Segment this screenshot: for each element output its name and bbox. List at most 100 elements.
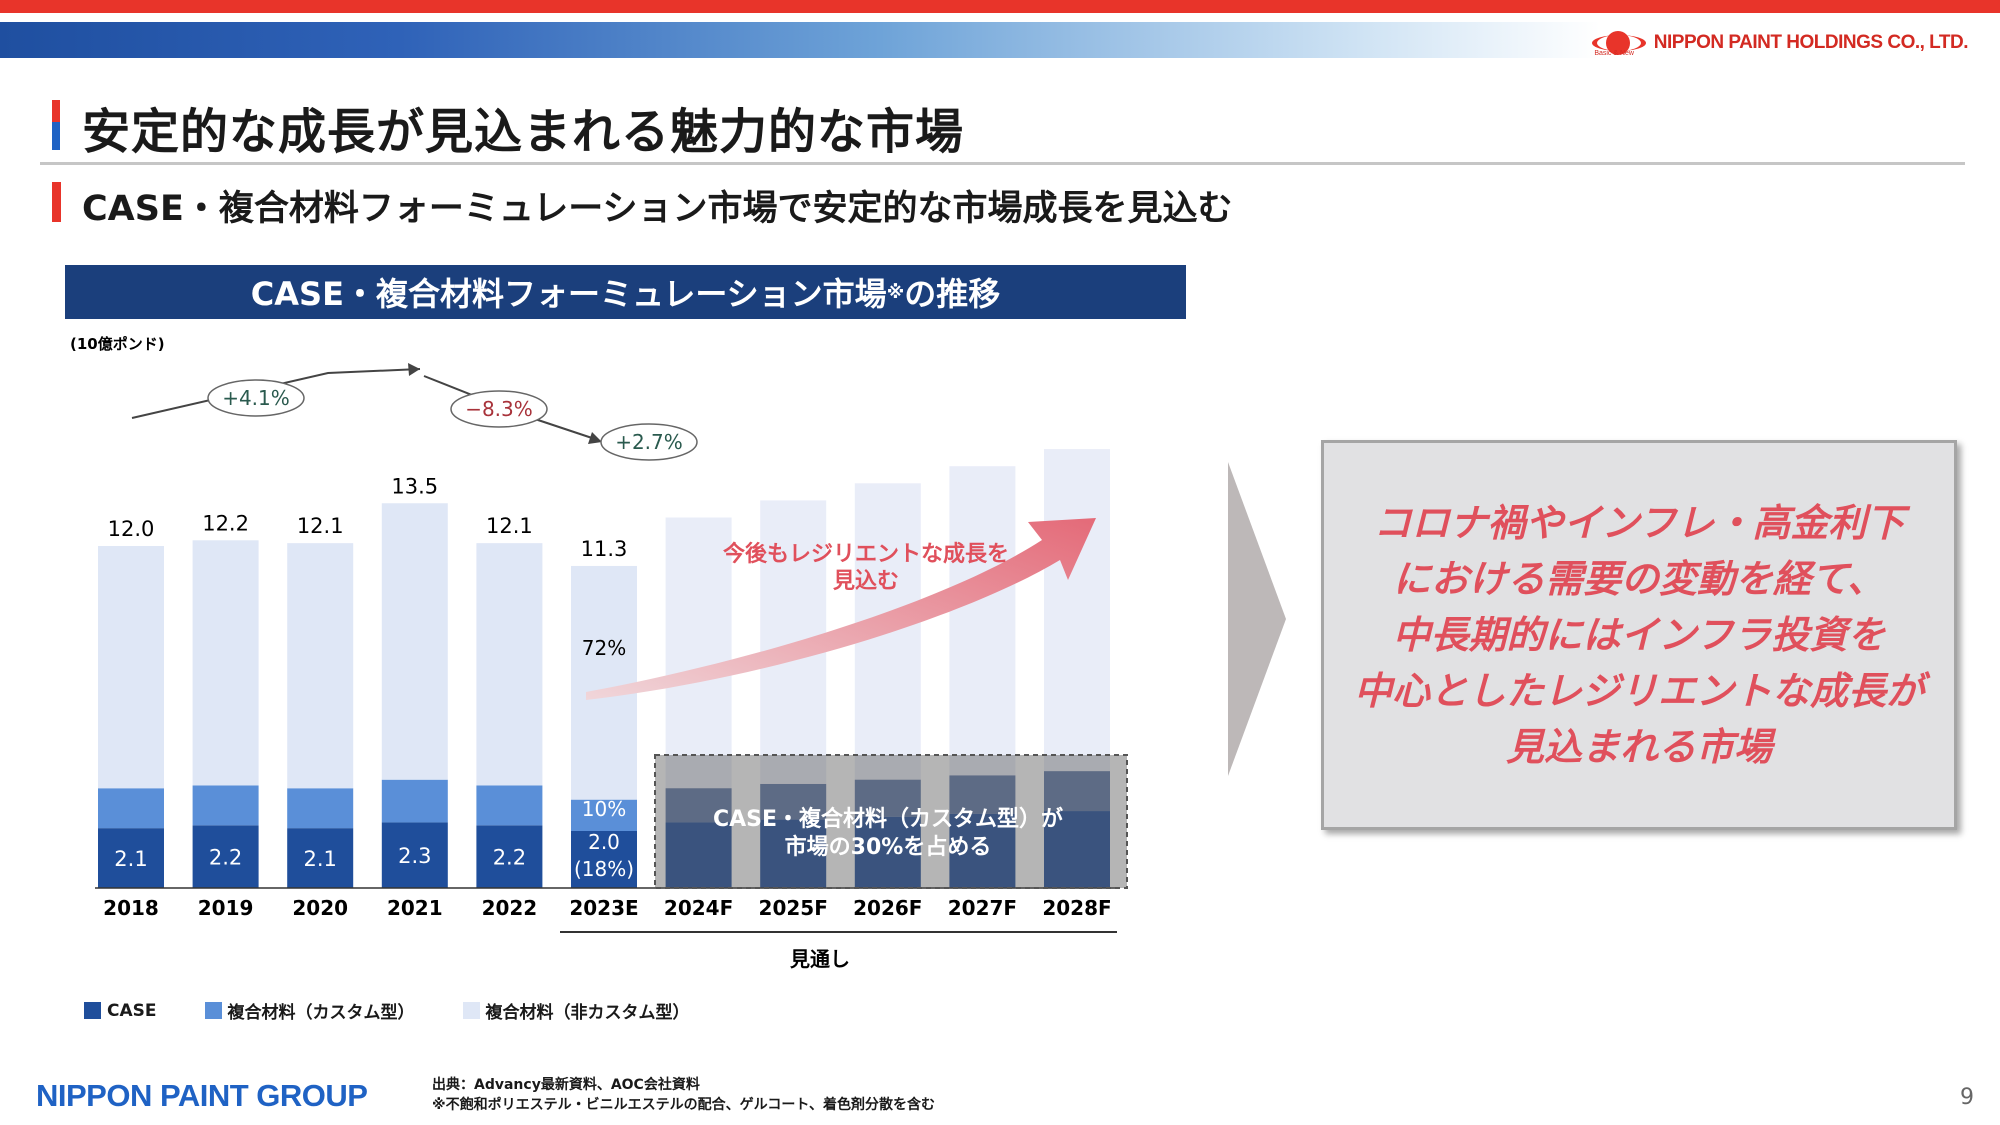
x-tick-2022: 2022 (482, 896, 538, 920)
x-tick-2021: 2021 (387, 896, 443, 920)
x-tick-2025F: 2025F (759, 896, 828, 920)
x-tick-2019: 2019 (198, 896, 254, 920)
bar-forecast-case-2026F (854, 816, 921, 888)
legend-swatch (462, 1002, 480, 1019)
legend-item: 複合材料（非カスタム型） (462, 998, 690, 1023)
company-name: NIPPON PAINT HOLDINGS CO., LTD. (1653, 32, 1969, 53)
total-label-2020: 12.1 (297, 514, 344, 538)
x-tick-2028F: 2028F (1042, 896, 1111, 920)
legend-label: 複合材料（カスタム型） (227, 1003, 415, 1023)
bar-custom-2022 (476, 785, 543, 826)
x-tick-2020: 2020 (292, 896, 348, 920)
growth-bubble (450, 390, 548, 428)
bar-custom-2023E (571, 799, 637, 831)
legend-label: CASE (107, 1000, 157, 1021)
trend-note-line: 見込む (833, 569, 899, 594)
growth-bubble (207, 379, 305, 417)
bar-forecast-custom-2025F (760, 783, 827, 820)
total-label-2021: 13.5 (391, 474, 438, 498)
total-label-2018: 12.0 (108, 517, 155, 541)
box-note-line: 市場の30%を占める (785, 834, 992, 860)
growth-arrow (586, 518, 1096, 700)
legend-swatch (204, 1002, 222, 1019)
bar-forecast-case-2025F (760, 819, 827, 888)
bar-noncustom-2020 (287, 543, 354, 789)
bar-case-2019 (192, 825, 259, 888)
forecast-share-box (654, 754, 1128, 889)
case-label-2019: 2.2 (209, 846, 242, 870)
page-title: 安定的な成長が見込まれる魅力的な市場 (82, 104, 965, 160)
box-note-line: CASE・複合材料（カスタム型）が (713, 806, 1063, 832)
case-label-2020: 2.1 (303, 847, 336, 871)
x-tick-2024F: 2024F (664, 896, 733, 920)
group-logo: NIPPON PAINT GROUP (36, 1078, 368, 1113)
bar-forecast-2028F (1044, 449, 1110, 772)
bar-custom-2020 (287, 788, 354, 829)
trend-note-line: 今後もレジリエントな成長を (723, 541, 1009, 567)
total-label-2019: 12.2 (202, 511, 249, 535)
y-unit-label: (10億ポンド) (70, 335, 165, 353)
legend-label: 複合材料（非カスタム型） (485, 1003, 690, 1023)
chart-header-main: CASE・複合材料フォーミュレーション市場 (250, 275, 887, 313)
chart-legend: CASE 複合材料（カスタム型） 複合材料（非カスタム型） (84, 998, 738, 1023)
x-tick-2026F: 2026F (853, 896, 922, 920)
company-tagline: Basic & New (1594, 50, 1634, 57)
x-tick-2018: 2018 (103, 896, 159, 920)
bar-noncustom-2023E (571, 565, 637, 800)
legend-item: 複合材料（カスタム型） (204, 998, 415, 1023)
bar-case-2022 (476, 825, 543, 888)
callout-text: コロナ禍やインフレ・高金利下 における需要の変動を経て、 中長期的にはインフラ投… (1353, 501, 1924, 769)
growth-label: −8.3% (465, 397, 533, 421)
subtitle-marker (52, 182, 61, 222)
trend-arrowhead (588, 432, 602, 444)
bar-case-2020 (287, 828, 354, 888)
chart-header-note-mark: ※ (886, 281, 905, 303)
source-note: 出典：Advancy最新資料、AOC会社資料 ※不飽和ポリエステル・ビニルエステ… (432, 1077, 936, 1113)
bar-forecast-case-2024F (665, 822, 732, 888)
growth-label: +2.7% (615, 430, 683, 454)
bar-case-2023E (571, 831, 637, 888)
pct-custom-2023E: 10% (582, 797, 626, 821)
chart-header: CASE・複合材料フォーミュレーション市場 ※ の推移 (65, 265, 1186, 319)
bar-forecast-2024F (665, 517, 732, 789)
total-label-2023E: 11.3 (581, 537, 628, 561)
trend-arrowhead (408, 363, 420, 376)
top-red-bar (0, 0, 2000, 13)
x-tick-2027F: 2027F (948, 896, 1017, 920)
bar-custom-2021 (381, 779, 448, 823)
case-label-2018: 2.1 (114, 847, 147, 871)
logo-mark-icon (1591, 29, 1646, 57)
pct-noncustom-2023E: 72% (582, 636, 626, 660)
growth-label: +4.1% (222, 386, 290, 410)
bar-custom-2018 (98, 788, 164, 829)
bar-forecast-custom-2026F (854, 779, 921, 817)
company-logo: NIPPON PAINT HOLDINGS CO., LTD. (1591, 26, 1969, 60)
title-marker (52, 100, 60, 150)
forecast-label: 見通し (790, 947, 850, 971)
bar-case-2018 (98, 828, 164, 888)
case-label-2022: 2.2 (493, 846, 526, 870)
bar-forecast-case-2028F (1044, 811, 1110, 888)
bar-custom-2019 (192, 785, 259, 826)
pct-case-2023E: (18%) (574, 857, 634, 881)
trend-line-up (131, 368, 421, 419)
total-label-2022: 12.1 (486, 514, 533, 538)
case-label-2023E: 2.0 (588, 830, 620, 854)
legend-item: CASE (84, 998, 157, 1023)
bar-noncustom-2018 (98, 546, 164, 789)
bar-noncustom-2021 (381, 503, 448, 780)
bar-forecast-custom-2028F (1044, 771, 1110, 812)
bar-forecast-custom-2024F (665, 788, 732, 823)
legend-swatch (84, 1002, 101, 1019)
case-label-2021: 2.3 (398, 844, 431, 868)
page-number: 9 (1960, 1085, 1974, 1110)
bar-noncustom-2022 (476, 543, 543, 786)
bar-case-2021 (381, 822, 448, 888)
page-subtitle: CASE・複合材料フォーミュレーション市場で安定的な市場成長を見込む (82, 189, 1233, 229)
bar-forecast-case-2027F (949, 813, 1016, 888)
x-tick-2023E: 2023E (569, 896, 638, 920)
chart-header-tail: の推移 (904, 275, 1001, 313)
top-blue-gradient-bar (0, 22, 1600, 58)
callout-box: コロナ禍やインフレ・高金利下 における需要の変動を経て、 中長期的にはインフラ投… (1321, 440, 1957, 830)
